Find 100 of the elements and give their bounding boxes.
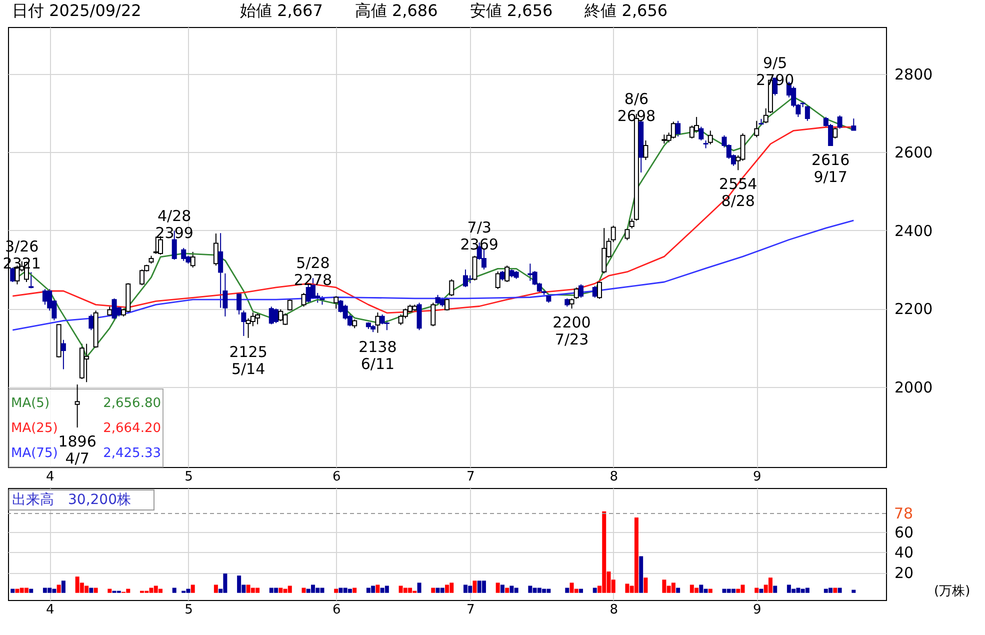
bar: [288, 586, 292, 593]
x-tick-label: 5: [184, 470, 193, 484]
annotation: 出来高 30,200株: [12, 492, 131, 508]
candlestick: [241, 310, 246, 336]
chart-subtitle: 始値 2,667 高値 2,686 安値 2,656 終値 2,656: [240, 1, 668, 20]
x-tick-label: 5: [184, 602, 193, 618]
bar: [352, 588, 357, 593]
candlestick: [676, 120, 681, 138]
x-tick-label: 8: [610, 602, 618, 618]
bar: [108, 588, 112, 593]
candlestick: [375, 312, 380, 334]
candlestick: [213, 233, 218, 266]
bar: [833, 588, 838, 593]
x-tick-label: 9: [752, 602, 762, 618]
annotation: 2,656.80: [103, 396, 161, 411]
y-tick-label: 20: [894, 564, 914, 582]
candlestick: [495, 270, 500, 290]
y-tick-label: 2600: [894, 144, 933, 162]
candlestick: [596, 280, 602, 300]
candlestick: [698, 126, 704, 141]
bar: [671, 582, 676, 593]
annotation: 7/3 2369: [460, 218, 498, 254]
bar: [592, 588, 597, 593]
bar: [94, 588, 98, 593]
bar: [805, 588, 810, 593]
x-tick-label: 9: [752, 470, 762, 484]
bar: [190, 584, 195, 593]
bar: [56, 584, 61, 593]
annotation: 2138 6/11: [358, 338, 397, 373]
bar: [10, 588, 15, 593]
annotation: 2200 7/23: [552, 314, 591, 349]
bar: [334, 588, 338, 593]
bar: [29, 588, 34, 593]
annotation: 4/28 2399: [155, 206, 194, 242]
y-tick-label: 2400: [894, 222, 933, 240]
bar: [773, 586, 778, 593]
candlestick: [504, 265, 510, 283]
candlestick: [181, 247, 186, 262]
candlestick: [851, 118, 856, 131]
candlestick: [60, 339, 66, 370]
bar: [172, 588, 176, 593]
candlestick: [140, 268, 145, 286]
x-tick-label: 6: [332, 602, 341, 618]
candlestick: [449, 278, 454, 297]
bar: [348, 588, 352, 593]
candlestick: [708, 130, 713, 145]
chart-title: 日付 2025/09/22: [12, 1, 142, 20]
annotation: 1896 4/7: [58, 432, 96, 468]
bar: [440, 588, 444, 593]
candlestick: [602, 228, 607, 274]
bar: [500, 584, 504, 593]
x-tick-label: 7: [466, 602, 475, 618]
bar: [639, 556, 644, 593]
bar: [24, 588, 28, 593]
candlestick: [28, 272, 34, 289]
x-tick-label: 8: [610, 470, 618, 484]
bar: [736, 588, 740, 593]
annotation: 2125 5/14: [229, 342, 268, 378]
bar: [214, 584, 218, 593]
x-tick-label: 6: [332, 470, 341, 484]
annotation: 2,425.33: [103, 446, 161, 461]
candlestick: [500, 270, 505, 281]
bar: [838, 588, 842, 593]
bar: [768, 578, 772, 593]
candlestick: [430, 302, 436, 327]
bar: [384, 586, 389, 593]
ref-line-label: 78: [894, 504, 914, 522]
bar: [482, 580, 486, 593]
bar: [708, 588, 712, 593]
candlestick: [643, 140, 648, 160]
y-tick-label: 2000: [894, 378, 933, 396]
candlestick: [88, 314, 94, 331]
bar: [431, 588, 436, 593]
bar: [634, 518, 638, 593]
x-tick-label: 4: [46, 470, 54, 484]
candlestick: [416, 302, 422, 331]
bar: [759, 588, 764, 593]
bar: [644, 578, 648, 593]
candlestick: [435, 294, 440, 306]
text: MA(25): [11, 421, 58, 436]
bar: [417, 582, 422, 593]
bar: [472, 580, 477, 593]
annotation: 2616 9/17: [811, 150, 850, 186]
bar: [89, 588, 94, 593]
candlestick: [592, 285, 598, 298]
candlestick: [670, 121, 676, 139]
bar: [505, 588, 510, 593]
x-tick-label: 4: [46, 602, 54, 618]
bar: [61, 580, 66, 593]
bar: [754, 588, 759, 593]
bar: [852, 590, 856, 593]
bar: [158, 588, 162, 593]
bar: [496, 582, 500, 593]
y-tick-label: 40: [894, 544, 914, 562]
candlestick: [190, 251, 196, 268]
candlestick: [472, 255, 478, 281]
candlestick: [334, 296, 339, 310]
candlestick: [610, 225, 616, 243]
annotation: 8/6 2698: [617, 90, 656, 125]
x-tick-label: 7: [466, 470, 475, 484]
